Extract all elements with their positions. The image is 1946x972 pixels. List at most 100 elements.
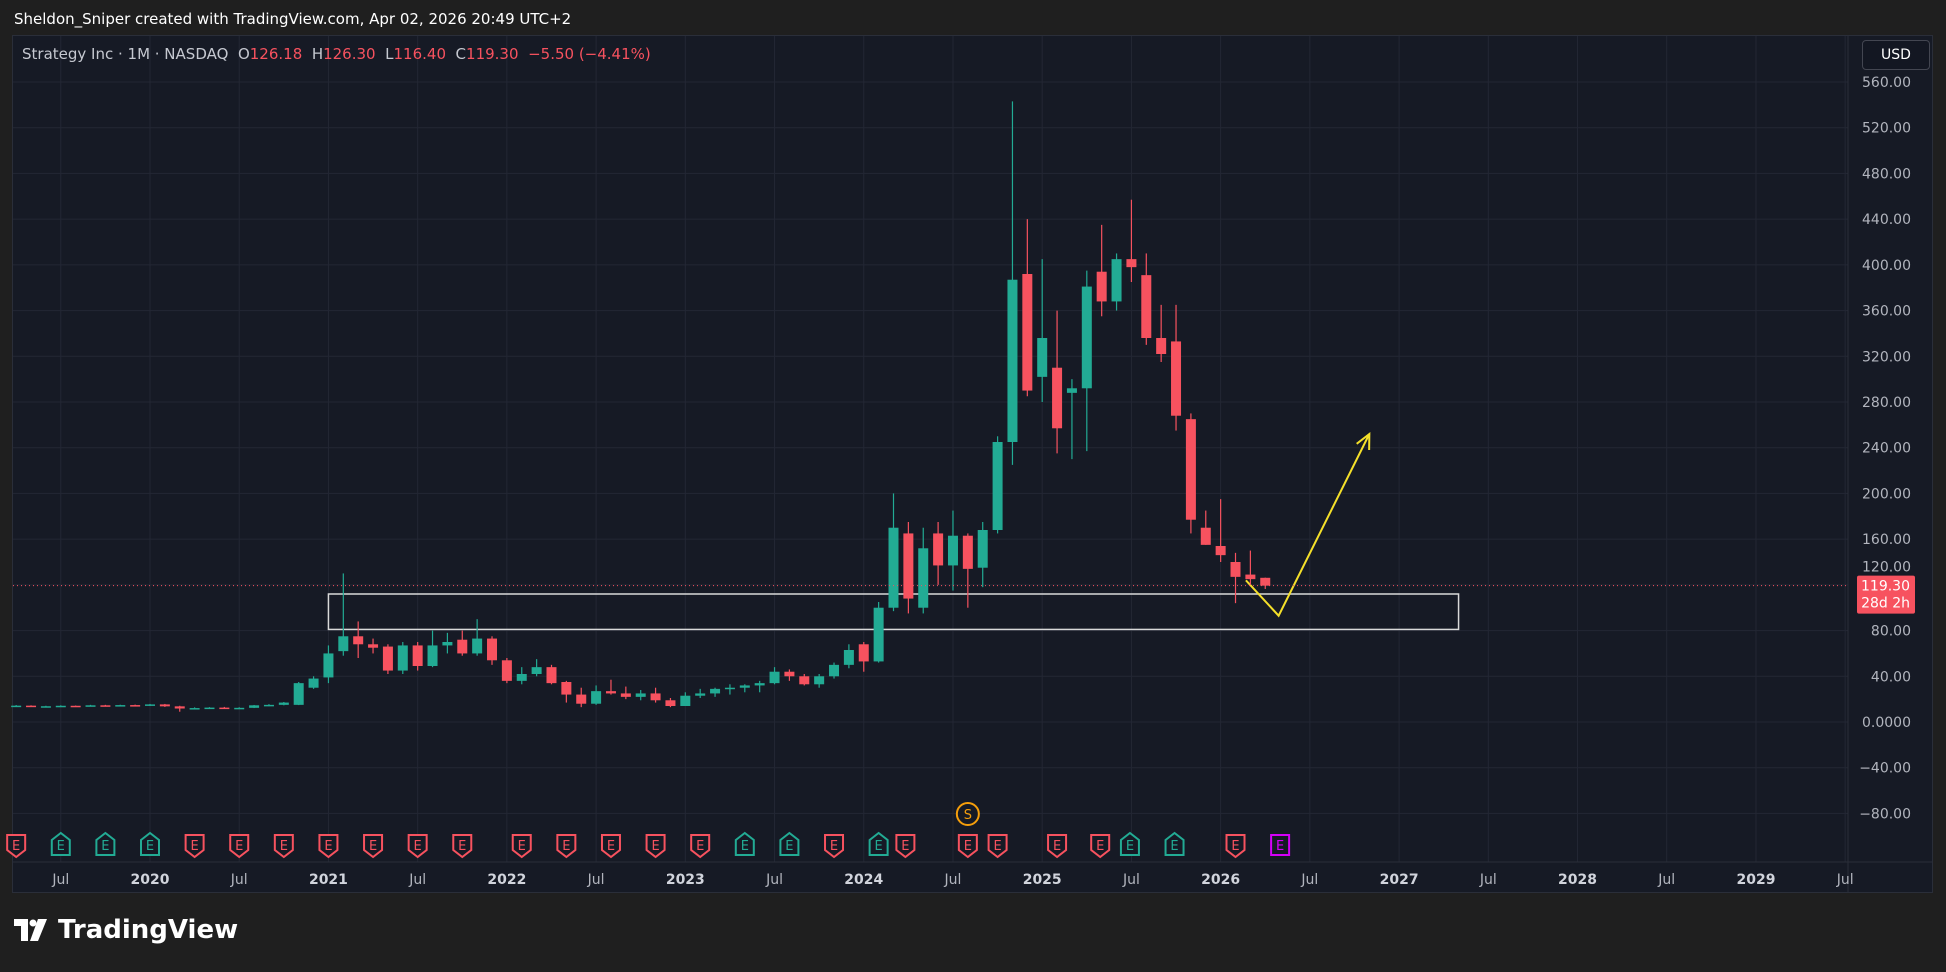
symbol-name[interactable]: Strategy Inc · 1M · NASDAQ [22, 45, 229, 63]
time-tick-label: 2026 [1201, 872, 1240, 888]
earnings-event-miss-icon[interactable]: E [957, 834, 978, 859]
earnings-event-miss-icon[interactable]: E [556, 834, 577, 859]
event-shape [556, 834, 577, 859]
candle-body [576, 694, 587, 704]
candle-body [605, 691, 616, 694]
earnings-event-miss-icon[interactable]: E [363, 834, 384, 859]
event-label: E [12, 839, 20, 854]
earnings-event-upcoming-icon[interactable]: E [1270, 834, 1291, 856]
event-label: E [901, 839, 909, 854]
candle-body [977, 530, 988, 568]
earnings-event-miss-icon[interactable]: E [1225, 834, 1246, 859]
candle-body [1171, 341, 1182, 416]
earnings-event-miss-icon[interactable]: E [6, 834, 27, 859]
earnings-event-miss-icon[interactable]: E [895, 834, 916, 859]
candle-body [1007, 279, 1018, 442]
earnings-event-beat-icon[interactable]: E [868, 831, 889, 856]
earnings-event-miss-icon[interactable]: E [690, 834, 711, 859]
symbol-legend: Strategy Inc · 1M · NASDAQ O126.18 H126.… [22, 45, 651, 63]
candle-body [962, 535, 973, 569]
candle-down [1185, 413, 1196, 534]
chart-panel[interactable] [12, 35, 1933, 893]
candle-body [1141, 275, 1152, 338]
candle-body [1156, 338, 1167, 354]
price-tick-label: 80.00 [1871, 624, 1911, 640]
price-tick-label: 40.00 [1871, 669, 1911, 685]
candle-down [130, 704, 141, 707]
earnings-event-beat-icon[interactable]: E [140, 831, 160, 856]
earnings-event-miss-icon[interactable]: E [645, 834, 666, 859]
candle-body [1052, 367, 1063, 429]
candle-up [814, 674, 825, 688]
candle-body [754, 683, 765, 686]
time-tick-label: 2028 [1558, 872, 1597, 888]
candle-down [799, 674, 810, 686]
earnings-event-miss-icon[interactable]: E [318, 834, 339, 859]
candle-body [858, 644, 869, 662]
price-tick-label: 480.00 [1862, 166, 1911, 182]
earnings-event-miss-icon[interactable]: E [600, 834, 621, 859]
earnings-event-miss-icon[interactable]: E [273, 834, 294, 859]
candle-body [382, 646, 393, 671]
earnings-event-miss-icon[interactable]: E [1090, 834, 1111, 859]
earnings-event-miss-icon[interactable]: E [229, 834, 250, 859]
candle-up [442, 632, 453, 654]
candle-body [40, 706, 51, 708]
candle-body [219, 707, 230, 710]
earnings-event-beat-icon[interactable]: E [50, 831, 71, 856]
price-tick-label: −40.00 [1859, 761, 1911, 777]
tradingview-logo[interactable]: TradingView [14, 915, 238, 945]
event-label: E [146, 839, 154, 854]
earnings-event-miss-icon[interactable]: E [824, 834, 845, 859]
candle-body [1096, 271, 1107, 302]
candle-down [159, 703, 170, 707]
candle-up [888, 493, 899, 612]
time-tick-label: Jul [1479, 872, 1497, 888]
earnings-event-beat-icon[interactable]: E [1119, 831, 1140, 856]
candle-up [695, 688, 706, 698]
split-label: S [964, 808, 972, 823]
candle-up [680, 692, 691, 706]
earnings-event-beat-icon[interactable]: E [1164, 831, 1185, 856]
candle-body [947, 535, 958, 566]
price-tick-label: 160.00 [1862, 532, 1911, 548]
time-tick-label: Jul [944, 872, 962, 888]
earnings-event-miss-icon[interactable]: E [407, 834, 428, 859]
candle-down [487, 636, 498, 665]
event-shape [1047, 834, 1068, 859]
event-label: E [57, 839, 65, 854]
candle-body [739, 685, 750, 688]
candle-body [115, 705, 126, 707]
projection-path-line [1245, 433, 1371, 618]
candle-up [635, 690, 646, 701]
last-price-value: 119.30 [1861, 579, 1910, 595]
candle-body [710, 688, 721, 694]
split-event-icon[interactable]: S [955, 802, 980, 826]
candle-down [1052, 310, 1063, 454]
time-tick-label: 2022 [487, 872, 526, 888]
earnings-event-miss-icon[interactable]: E [184, 834, 205, 859]
candle-up [55, 705, 66, 708]
price-axis[interactable]: 560.00 520.00 480.00 440.00 400.00 360.00 320.… [1847, 36, 1911, 892]
candle-body [829, 664, 840, 677]
candle-body [204, 707, 215, 710]
time-axis[interactable]: Jul 2020 Jul 2021 Jul 2022 Jul 2023 Jul 2024 Jul 20… [13, 861, 1932, 888]
candle-body [933, 533, 944, 566]
earnings-event-miss-icon[interactable]: E [1047, 834, 1068, 859]
earnings-event-miss-icon[interactable]: E [511, 834, 532, 859]
earnings-event-miss-icon[interactable]: E [452, 834, 473, 859]
event-label: E [101, 839, 109, 854]
candle-up [204, 707, 215, 710]
event-label: E [280, 839, 288, 854]
earnings-event-miss-icon[interactable]: E [987, 834, 1008, 859]
earnings-event-beat-icon[interactable]: E [734, 831, 755, 856]
earnings-event-beat-icon[interactable]: E [95, 831, 116, 856]
price-tick-label: 240.00 [1862, 441, 1911, 457]
currency-button[interactable]: USD [1862, 40, 1930, 70]
candle-body [1022, 274, 1033, 391]
earnings-event-beat-icon[interactable]: E [779, 831, 800, 856]
event-shape [1090, 834, 1111, 859]
candle-down [353, 621, 364, 658]
candle-body [1111, 259, 1122, 302]
